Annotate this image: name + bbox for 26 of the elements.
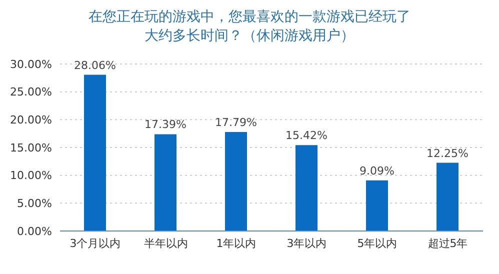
data-label: 17.39% xyxy=(144,118,186,132)
bar xyxy=(366,180,388,231)
chart-title: 在您正在玩的游戏中，您最喜欢的一款游戏已经玩了大约多长时间？（休闲游戏用户） xyxy=(88,8,412,46)
bar xyxy=(154,134,176,231)
y-tick-label: 15.00% xyxy=(10,141,52,154)
data-label: 28.06% xyxy=(74,58,116,72)
y-tick-label: 0.00% xyxy=(17,224,52,238)
y-tick-label: 20.00% xyxy=(10,114,52,127)
y-tick-label: 10.00% xyxy=(10,169,52,182)
x-tick-label: 半年以内 xyxy=(144,236,188,250)
y-tick-label: 5.00% xyxy=(17,197,52,210)
data-label: 15.42% xyxy=(286,129,328,142)
x-tick-label: 5年以内 xyxy=(357,236,398,250)
bar xyxy=(436,162,458,231)
data-label: 17.79% xyxy=(215,116,257,129)
y-tick-label: 30.00% xyxy=(10,58,52,71)
bar xyxy=(84,74,106,231)
data-label: 9.09% xyxy=(360,164,394,178)
bar xyxy=(225,132,247,231)
bar xyxy=(296,145,318,231)
x-tick-label: 3年以内 xyxy=(286,236,327,250)
x-tick-label: 超过5年 xyxy=(428,236,468,250)
y-tick-label: 25.00% xyxy=(10,86,52,99)
x-tick-label: 1年以内 xyxy=(216,236,256,250)
data-label: 12.25% xyxy=(426,146,468,160)
x-tick-label: 3个月以内 xyxy=(70,236,121,250)
